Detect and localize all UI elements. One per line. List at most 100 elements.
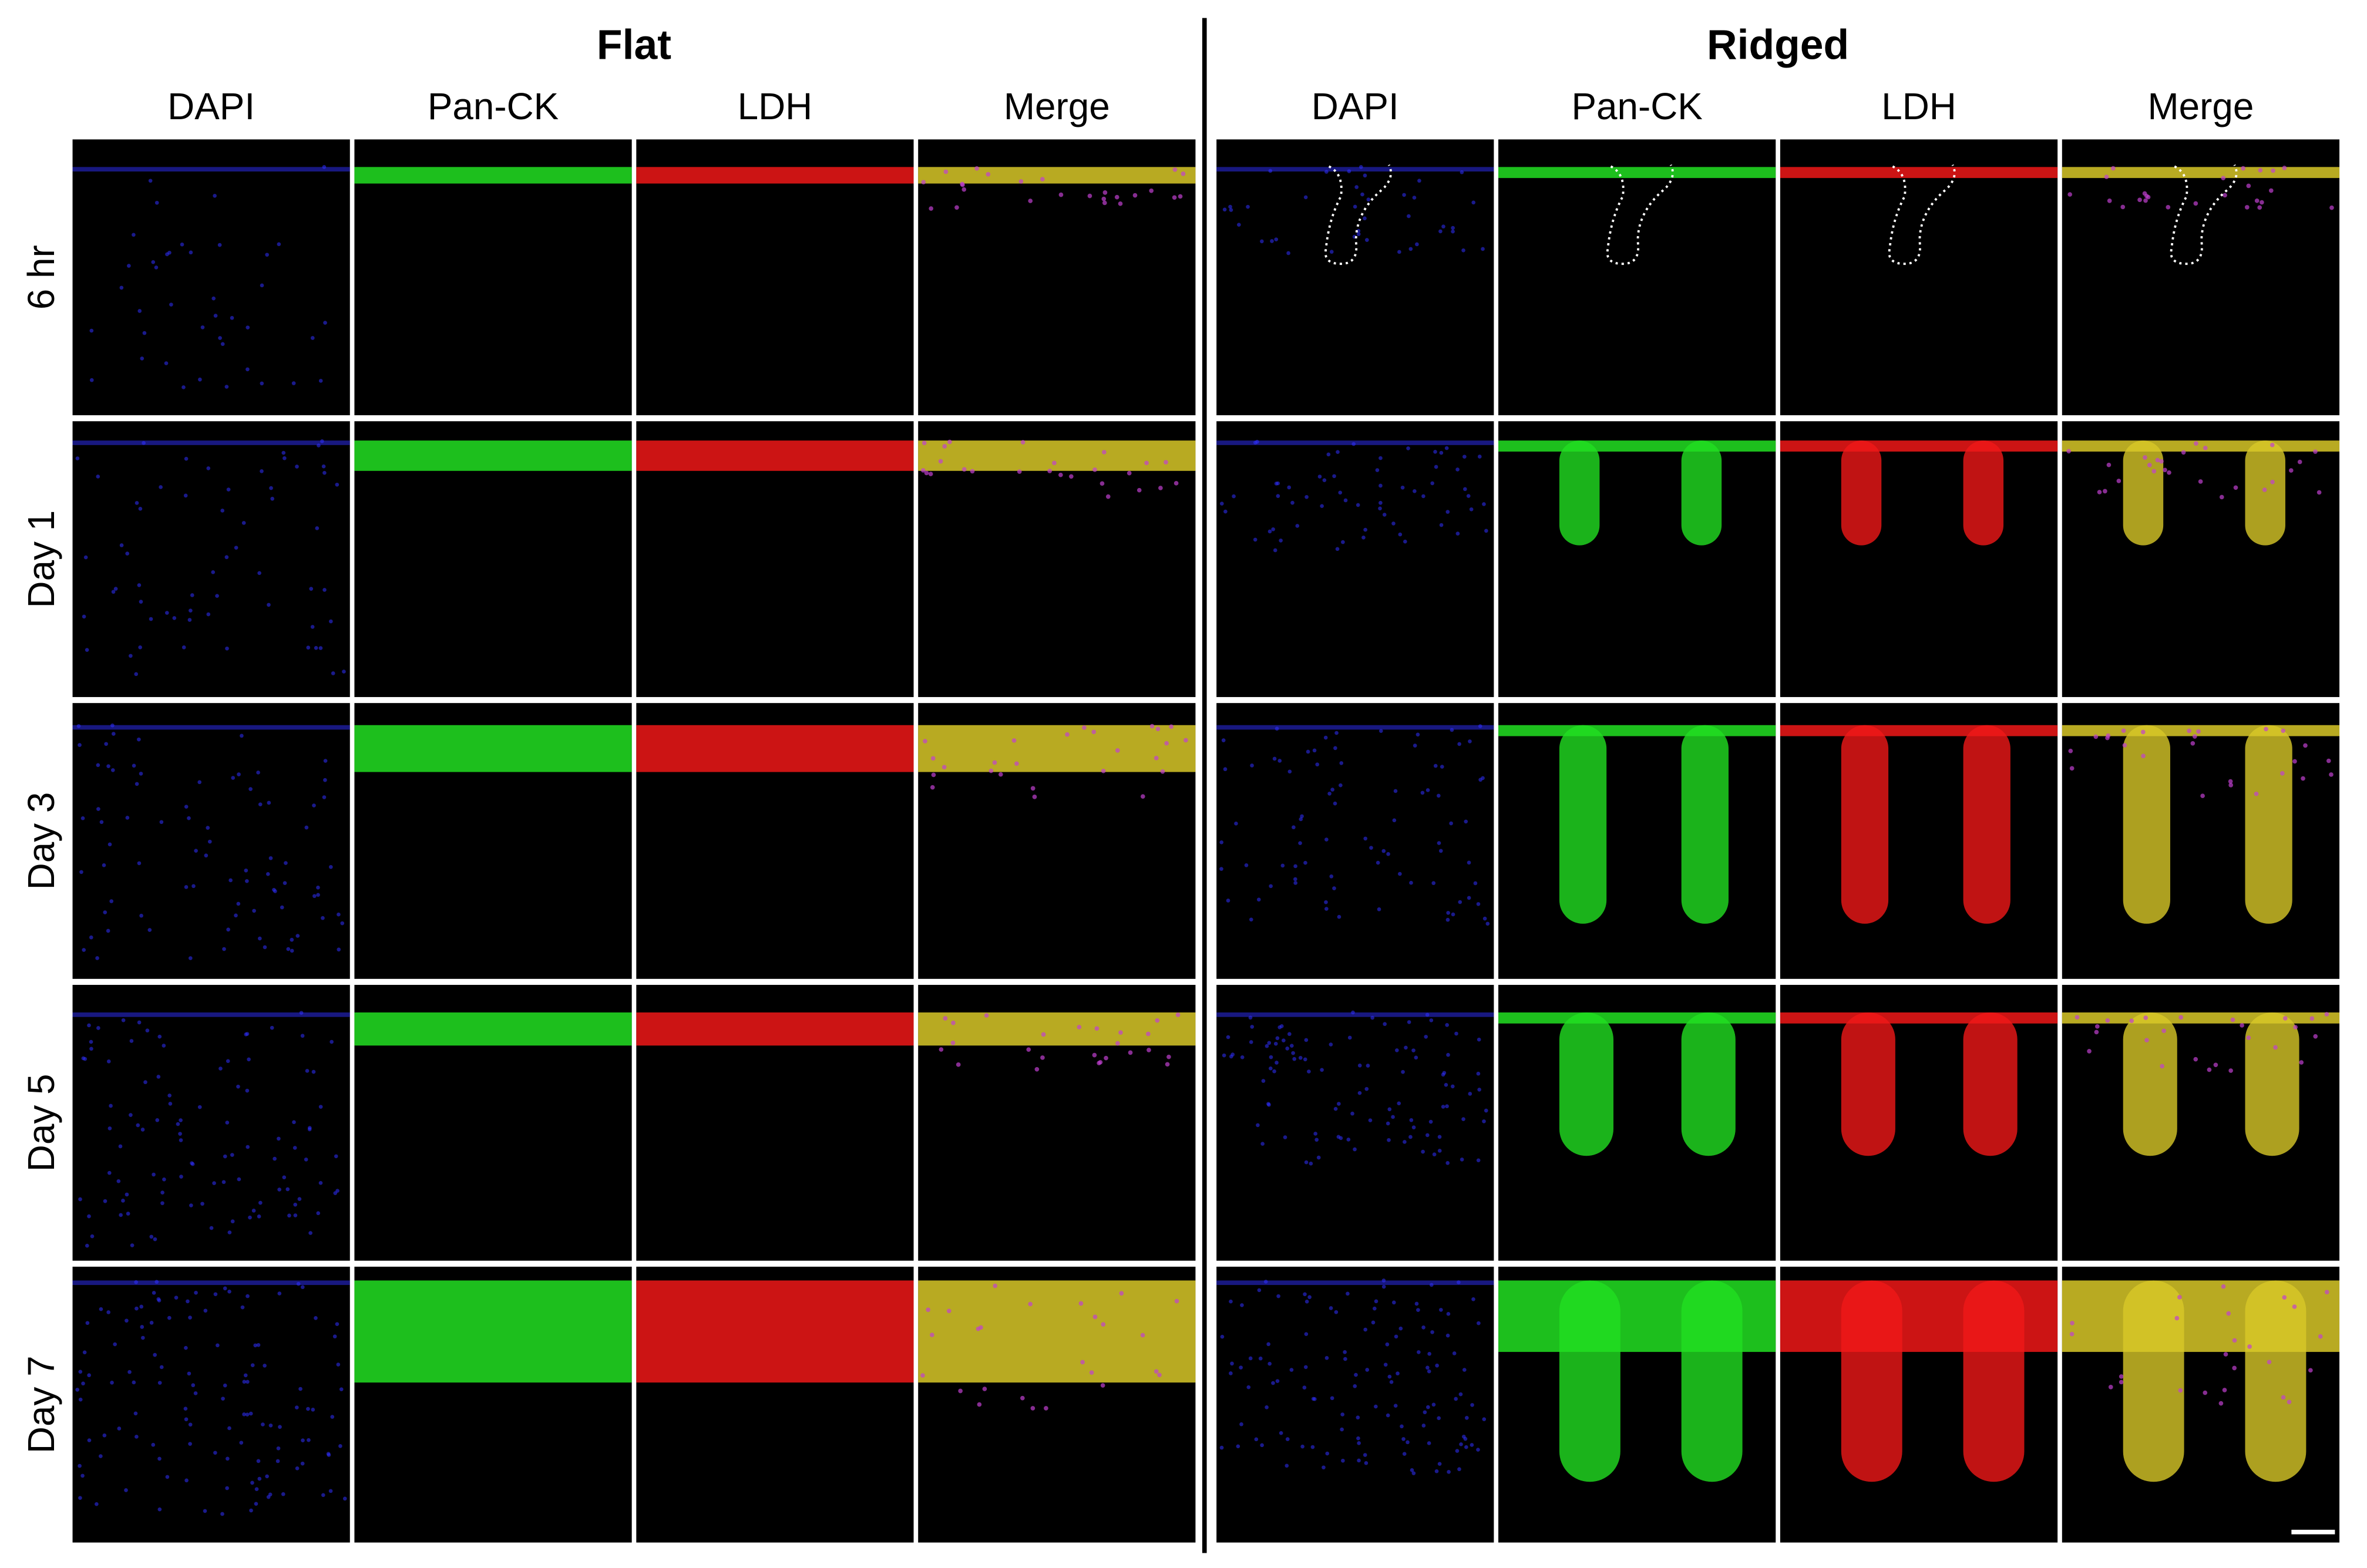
nucleus: [96, 763, 100, 768]
nucleus: [1279, 539, 1283, 543]
nucleus: [148, 179, 153, 183]
nucleus: [263, 1364, 267, 1368]
nucleus: [1329, 874, 1334, 879]
merge-nucleus: [2198, 479, 2203, 484]
nucleus: [307, 1126, 312, 1130]
nucleus: [1363, 836, 1368, 841]
nucleus: [1449, 821, 1453, 826]
micrograph-panel: [918, 703, 1196, 979]
nucleus: [275, 1459, 280, 1463]
nucleus: [1383, 1362, 1388, 1367]
nucleus: [162, 1044, 166, 1048]
nucleus: [1430, 481, 1435, 486]
merge-nucleus: [2268, 188, 2274, 193]
nucleus: [134, 672, 139, 677]
nucleus: [1274, 237, 1279, 241]
nucleus: [1386, 852, 1390, 856]
nucleus: [167, 250, 172, 255]
nucleus: [80, 816, 85, 820]
epithelium-band: [918, 167, 1196, 184]
nucleus: [1286, 251, 1290, 255]
nucleus: [184, 456, 189, 461]
merge-nucleus: [1175, 1012, 1181, 1017]
nucleus: [323, 759, 328, 763]
merge-nucleus: [1115, 748, 1120, 753]
merge-nucleus: [1157, 1372, 1162, 1378]
nuclear-band: [72, 1012, 350, 1017]
nucleus: [1260, 1142, 1265, 1146]
merge-nucleus: [2200, 793, 2205, 799]
nucleus: [300, 1285, 305, 1290]
nucleus: [220, 342, 225, 346]
micrograph-panel: [636, 985, 914, 1261]
merge-nucleus: [1080, 1360, 1085, 1365]
nucleus: [118, 1144, 123, 1149]
nucleus: [1398, 872, 1402, 876]
nucleus: [137, 861, 142, 866]
nucleus: [1425, 1365, 1430, 1370]
merge-nucleus: [2326, 758, 2331, 763]
nucleus: [1309, 1162, 1313, 1166]
nucleus: [266, 1495, 271, 1499]
nucleus: [135, 1306, 139, 1311]
panel-background: [1216, 985, 1494, 1261]
nucleus: [125, 1192, 129, 1197]
nucleus: [1234, 821, 1238, 826]
nucleus: [95, 956, 99, 960]
nucleus: [1332, 886, 1336, 890]
merge-nucleus: [1028, 1301, 1033, 1307]
nucleus: [183, 493, 188, 498]
merge-nucleus: [1154, 755, 1159, 761]
nucleus: [206, 466, 211, 470]
nucleus: [226, 1456, 230, 1461]
rete-ridge: [1963, 1280, 2025, 1482]
nucleus: [78, 1496, 82, 1500]
nucleus: [1378, 506, 1382, 511]
nucleus: [149, 1234, 154, 1239]
nucleus: [1335, 547, 1340, 551]
nucleus: [1461, 1117, 1465, 1122]
nucleus: [1451, 226, 1455, 230]
nucleus: [1266, 1342, 1270, 1347]
merge-nucleus: [1165, 1062, 1170, 1067]
nucleus: [1421, 1325, 1425, 1330]
nucleus: [330, 1039, 334, 1044]
nucleus: [1333, 1106, 1338, 1111]
nucleus: [1444, 446, 1449, 450]
ridge-outline: [1888, 164, 1956, 265]
nucleus: [265, 872, 270, 876]
nucleus: [282, 1175, 287, 1180]
nucleus: [1272, 756, 1277, 761]
nucleus: [1371, 1320, 1376, 1325]
merge-nucleus: [2143, 198, 2148, 203]
rete-ridge: [1841, 725, 1889, 924]
nucleus: [1273, 548, 1277, 553]
nucleus: [1416, 1308, 1420, 1312]
nucleus: [106, 1059, 111, 1064]
merge-nucleus: [1044, 1406, 1048, 1411]
nucleus: [157, 1381, 162, 1385]
nucleus: [272, 887, 276, 892]
nucleus: [1341, 1458, 1345, 1463]
panel-background: [1498, 139, 1776, 416]
nucleus: [1402, 1452, 1407, 1456]
merge-nucleus: [984, 1013, 989, 1018]
nucleus: [245, 1088, 250, 1093]
nucleus: [1282, 1038, 1286, 1043]
epithelium-band: [636, 1280, 914, 1383]
panel-background: [1216, 703, 1494, 979]
epithelium-band: [636, 1012, 914, 1046]
nucleus: [257, 936, 262, 941]
nucleus: [1341, 540, 1345, 544]
merge-nucleus: [998, 772, 1003, 777]
nucleus: [316, 886, 320, 890]
epithelium-band: [2062, 167, 2340, 179]
nucleus: [222, 947, 226, 951]
nucleus: [1440, 765, 1444, 769]
nucleus: [1333, 801, 1337, 806]
nucleus: [283, 881, 287, 886]
merge-nucleus: [1040, 1055, 1045, 1060]
nucleus: [1439, 450, 1444, 455]
nucleus: [129, 1039, 134, 1043]
nucleus: [338, 1444, 342, 1448]
